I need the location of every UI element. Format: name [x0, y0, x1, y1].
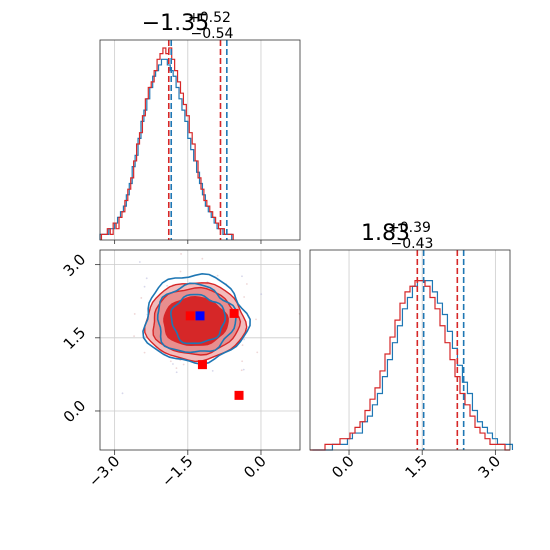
scatter-point [216, 274, 219, 277]
scatter-point [182, 363, 185, 366]
title-x: −1.35 +0.52 −0.54 [142, 7, 236, 42]
scatter-point [145, 277, 148, 280]
scatter-point [242, 368, 245, 371]
tick-label-joint-x-2: 0.0 [240, 452, 270, 482]
marker-square-1 [185, 311, 195, 321]
tick-label-joint-x-0: −3.0 [85, 452, 123, 490]
title-x-upper: +0.52 [188, 10, 231, 26]
scatter-point [211, 369, 214, 372]
histogram-y-panel: 0.0 1.5 3.0 [309, 249, 514, 482]
title-y: 1.83 +0.39 −0.43 [361, 217, 436, 252]
scatter-point [241, 275, 243, 278]
scatter-point [241, 360, 244, 363]
histogram-x-series-red [100, 47, 234, 240]
histogram-x-background [100, 40, 300, 240]
scatter-point [243, 296, 246, 298]
histogram-y-background [310, 250, 510, 450]
scatter-point [143, 351, 146, 354]
tick-label-joint-x-1: −1.5 [158, 452, 196, 490]
marker-square-4 [234, 390, 244, 400]
scatter-point [166, 284, 169, 287]
marker-square-0 [195, 311, 205, 321]
scatter-point [121, 392, 124, 395]
joint-frame [99, 249, 301, 451]
joint-distribution-panel: −3.0 −1.5 0.0 0.0 1.5 3.0 [60, 249, 301, 491]
tick-label-joint-y-1: 1.5 [60, 323, 90, 353]
marker-square-3 [197, 360, 207, 370]
scatter-point [140, 297, 143, 299]
histogram-y-frame [309, 249, 511, 451]
scatter-point [133, 335, 135, 337]
tick-label-joint-y-0: 0.0 [60, 397, 90, 427]
scatter-point [240, 369, 243, 372]
contour-blue-inner [169, 293, 227, 345]
scatter-point [241, 344, 244, 347]
scatter-point [256, 351, 259, 354]
scatter-point [245, 283, 248, 285]
scatter-point [143, 285, 146, 288]
scatter-point [169, 360, 172, 363]
scatter-point [175, 367, 178, 370]
histogram-x-panel [99, 39, 301, 244]
scatter-point [133, 313, 136, 315]
title-x-median: −1.35 [142, 11, 209, 36]
scatter-point [260, 293, 263, 296]
marker-square-2 [229, 308, 239, 318]
scatter-point [201, 257, 204, 260]
scatter-point [172, 363, 174, 365]
title-y-upper: +0.39 [388, 220, 431, 236]
tick-label-histy-2: 3.0 [475, 452, 505, 482]
tick-label-histy-1: 1.5 [401, 452, 431, 482]
histogram-y-series-red [310, 279, 510, 451]
scatter-point [243, 338, 245, 341]
tick-label-histy-0: 0.0 [328, 452, 358, 482]
scatter-point [175, 371, 178, 374]
scatter-point [180, 253, 182, 255]
histogram-x-frame [99, 39, 301, 241]
scatter-point [138, 261, 141, 263]
title-y-median: 1.83 [361, 221, 410, 246]
tick-label-joint-y-2: 3.0 [60, 250, 90, 280]
title-x-lower: −0.54 [191, 26, 234, 42]
scatter-point [179, 270, 182, 273]
contour-blue-mid [156, 282, 238, 354]
scatter-point [255, 318, 257, 321]
scatter-point [143, 335, 146, 338]
contour-blue-outer [142, 272, 251, 366]
title-y-lower: −0.43 [391, 236, 434, 252]
